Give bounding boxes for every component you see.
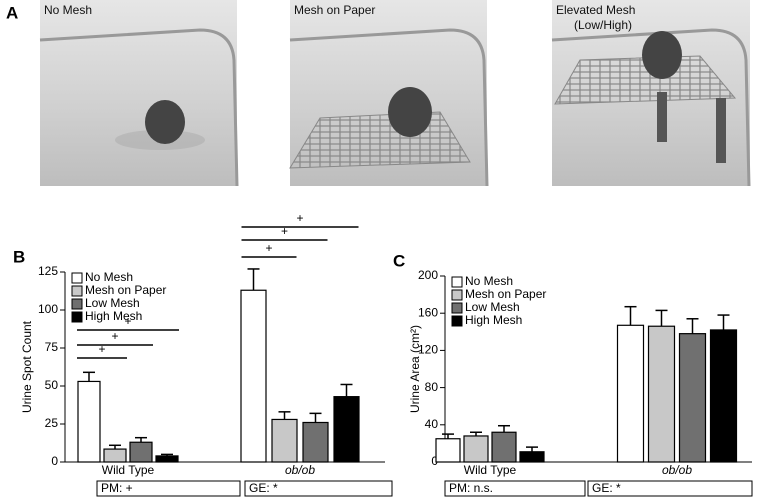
legend-swatch: [451, 302, 463, 314]
scene-label: (Low/High): [574, 18, 632, 32]
x-tick-label: Wild Type: [464, 463, 517, 477]
significance-label: +: [98, 342, 105, 356]
legend-swatch: [71, 298, 83, 310]
bar: [491, 431, 517, 463]
bar: [271, 418, 298, 463]
significance-label: +: [281, 224, 288, 238]
scene-no-mesh: No Mesh: [39, 0, 239, 187]
x-tick-label: ob/ob: [285, 463, 315, 477]
y-tick-label: 100: [38, 302, 58, 316]
stats-label: GE: *: [592, 481, 621, 495]
legend-swatch: [71, 272, 83, 284]
y-tick-label: 50: [45, 378, 59, 392]
y-tick-label: 125: [38, 264, 58, 278]
significance-label: +: [265, 241, 272, 255]
x-tick-label: ob/ob: [662, 463, 692, 477]
bar: [647, 325, 676, 463]
legend-swatch: [451, 315, 463, 327]
y-tick-label: 40: [425, 417, 439, 431]
scene-label: Mesh on Paper: [294, 3, 375, 17]
stats-box: [587, 480, 753, 497]
legend-swatch: [451, 276, 463, 288]
legend-swatch: [451, 289, 463, 301]
stats-label: GE: *: [249, 481, 278, 495]
legend-label: Low Mesh: [85, 296, 140, 310]
y-tick-label: 75: [45, 340, 59, 354]
bar: [678, 333, 707, 463]
stats-box: [244, 480, 393, 497]
legend-swatch: [71, 311, 83, 323]
bar: [333, 396, 360, 463]
significance-label: +: [296, 211, 303, 225]
y-tick-label: 0: [51, 454, 58, 468]
legend-label: No Mesh: [465, 274, 513, 288]
y-tick-label: 160: [418, 305, 438, 319]
bar: [103, 448, 127, 463]
panel-label: C: [393, 251, 405, 270]
stats-label: PM: n.s.: [449, 481, 493, 495]
bar: [519, 451, 545, 463]
stats-box: [444, 480, 586, 497]
bar: [616, 324, 645, 463]
bar: [709, 329, 738, 463]
y-tick-label: 25: [45, 416, 59, 430]
panel-label: A: [6, 3, 18, 22]
significance-label: +: [111, 329, 118, 343]
y-tick-label: 200: [418, 268, 438, 282]
legend-label: Mesh on Paper: [85, 283, 166, 297]
y-tick-label: 0: [431, 454, 438, 468]
stats-label: PM: +: [101, 481, 133, 495]
y-axis-label: Urine Area (cm²): [408, 325, 422, 413]
legend-swatch: [71, 285, 83, 297]
y-axis-label: Urine Spot Count: [20, 320, 34, 413]
bar: [240, 289, 267, 463]
legend-label: Low Mesh: [465, 300, 520, 314]
scene-mesh-paper: Mesh on Paper: [289, 0, 489, 187]
legend-label: No Mesh: [85, 270, 133, 284]
bar: [302, 421, 329, 463]
legend-label: Mesh on Paper: [465, 287, 546, 301]
scene-elevated-mesh: Elevated Mesh (Low/High): [551, 0, 751, 187]
bar: [435, 438, 461, 463]
bar: [155, 455, 179, 463]
bar: [129, 441, 153, 463]
significance-label: +: [124, 314, 131, 328]
stats-box: [96, 480, 241, 497]
bar: [463, 435, 489, 463]
panel-label: B: [13, 247, 25, 266]
legend-label: High Mesh: [465, 313, 522, 327]
scene-label: No Mesh: [44, 3, 92, 17]
scene-label: Elevated Mesh: [556, 3, 635, 17]
legend-label: High Mesh: [85, 309, 142, 323]
x-tick-label: Wild Type: [102, 463, 155, 477]
y-tick-label: 80: [425, 380, 439, 394]
bar: [77, 380, 101, 463]
y-tick-label: 120: [418, 343, 438, 357]
